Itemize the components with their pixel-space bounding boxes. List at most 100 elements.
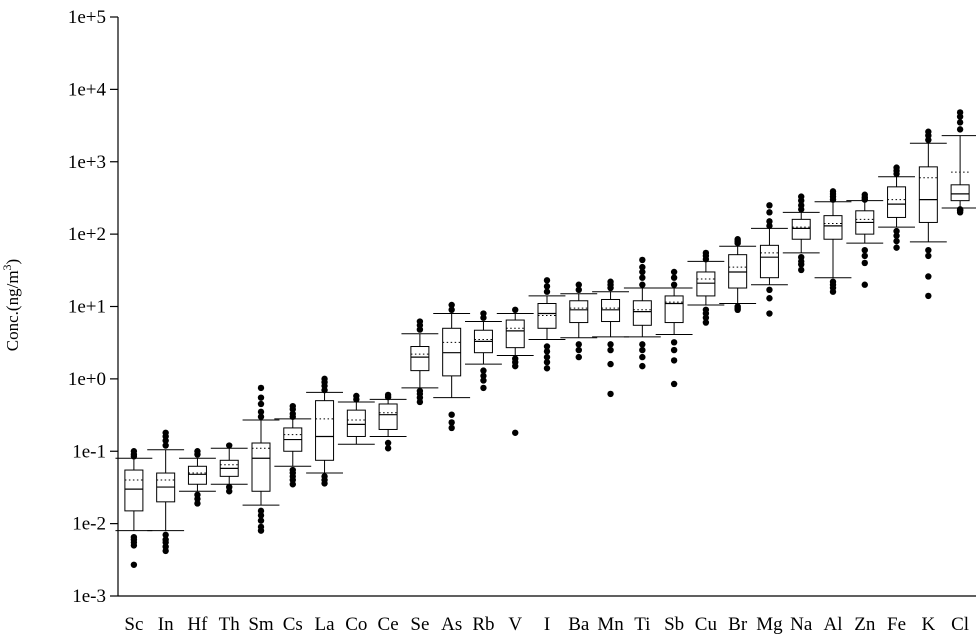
x-axis-labels: Sc In Hf Th Sm Cs La Co Ce Se As Rb V I Ba Mn Ti Sb Cu Br Mg… — [124, 614, 969, 635]
outlier-point — [289, 466, 296, 474]
outlier-point — [893, 164, 900, 171]
y-axis-title-text: Conc.(ng/m3) — [0, 259, 22, 351]
outlier-point — [289, 402, 296, 410]
outlier-point — [670, 346, 678, 354]
outlier-point — [829, 278, 837, 285]
outlier-point — [702, 319, 710, 326]
box-iqr — [315, 400, 335, 461]
outlier-point — [512, 306, 519, 314]
outlier-point — [353, 392, 360, 400]
outlier-point — [162, 531, 169, 539]
outlier-point — [448, 306, 455, 314]
outlier-point — [194, 491, 201, 499]
outlier-point — [226, 483, 233, 491]
outlier-point — [766, 222, 773, 230]
outlier-point — [162, 442, 169, 449]
outlier-point — [956, 206, 964, 213]
outlier-point — [670, 380, 678, 388]
outlier-point — [670, 339, 678, 346]
outlier-point — [734, 303, 741, 310]
box-Th — [210, 442, 248, 495]
box-La — [306, 375, 343, 487]
outlier-point — [257, 523, 265, 531]
outlier-point — [607, 390, 614, 398]
box-Hf — [179, 448, 216, 507]
outlier-point — [543, 358, 551, 366]
outlier-point — [639, 274, 646, 281]
x-category-label: Ce — [378, 614, 399, 635]
outlier-point — [543, 353, 551, 361]
y-tick-label: 1e+5 — [68, 7, 106, 28]
outlier-point — [861, 252, 868, 260]
outlier-point — [798, 253, 805, 261]
outlier-point — [257, 507, 265, 515]
x-category-label: K — [921, 614, 935, 635]
box-Mg — [751, 202, 788, 317]
box-iqr — [950, 184, 970, 202]
box-Co — [337, 392, 375, 445]
outlier-point — [956, 119, 964, 126]
outlier-point — [670, 268, 678, 276]
outlier-point — [130, 561, 138, 568]
outlier-point — [321, 473, 328, 480]
x-category-label: Na — [790, 614, 813, 635]
outlier-point — [766, 295, 773, 302]
x-category-label: As — [441, 614, 462, 635]
outlier-point — [766, 202, 773, 209]
x-category-label: Sc — [124, 614, 143, 635]
x-category-label: Cs — [283, 614, 303, 635]
y-tick-label: 1e+2 — [68, 224, 106, 245]
outlier-point — [798, 202, 805, 209]
x-category-label: Br — [728, 614, 748, 635]
x-category-label: V — [508, 614, 522, 635]
outlier-point — [257, 384, 265, 392]
outlier-point — [543, 348, 551, 355]
box-Ce — [369, 391, 407, 452]
box-iqr — [664, 295, 684, 324]
outlier-point — [893, 237, 900, 245]
y-tick-label: 1e+3 — [68, 152, 106, 173]
outlier-point — [575, 341, 582, 348]
outlier-point — [639, 353, 646, 361]
box-Fe — [878, 164, 915, 251]
outlier-point — [702, 306, 710, 314]
outlier-point — [702, 249, 710, 257]
outlier-point — [607, 278, 614, 285]
box-iqr — [759, 244, 779, 279]
x-category-label: Fe — [887, 614, 906, 635]
outlier-point — [543, 277, 551, 284]
box-iqr — [696, 271, 716, 297]
y-tick-label: 1e-2 — [72, 514, 106, 535]
outlier-point — [893, 244, 900, 251]
outlier-point — [956, 126, 964, 133]
outlier-point — [829, 188, 837, 195]
outlier-point — [416, 387, 424, 395]
outlier-point — [512, 355, 519, 362]
x-category-label: La — [315, 614, 336, 635]
outlier-point — [194, 448, 201, 455]
x-category-label: Se — [410, 614, 429, 635]
y-tick-label: 1e+1 — [68, 297, 106, 318]
y-axis-title-prefix: Conc.(ng/m — [3, 270, 22, 351]
outlier-point — [226, 442, 233, 449]
outlier-point — [925, 292, 932, 300]
outlier-point — [480, 310, 487, 317]
x-category-label: In — [158, 614, 174, 635]
outlier-point — [575, 281, 582, 288]
y-axis-ticks: 1e-3 1e-2 1e-1 1e+0 1e+1 1e+2 1e+3 1e+4 1e+5 — [68, 7, 118, 607]
outlier-point — [162, 536, 169, 543]
outlier-point — [639, 341, 646, 348]
outlier-point — [543, 288, 551, 295]
outlier-point — [766, 218, 773, 225]
outlier-point — [448, 301, 455, 309]
x-category-label: Hf — [187, 614, 208, 635]
outlier-point — [130, 533, 138, 541]
box-As — [433, 301, 471, 432]
outlier-point — [416, 318, 424, 325]
outlier-point — [257, 408, 265, 416]
outlier-point — [893, 227, 900, 235]
x-category-label: Al — [824, 614, 843, 635]
y-tick-label: 1e-1 — [72, 441, 106, 462]
outlier-point — [257, 400, 265, 408]
box-iqr — [505, 319, 525, 349]
